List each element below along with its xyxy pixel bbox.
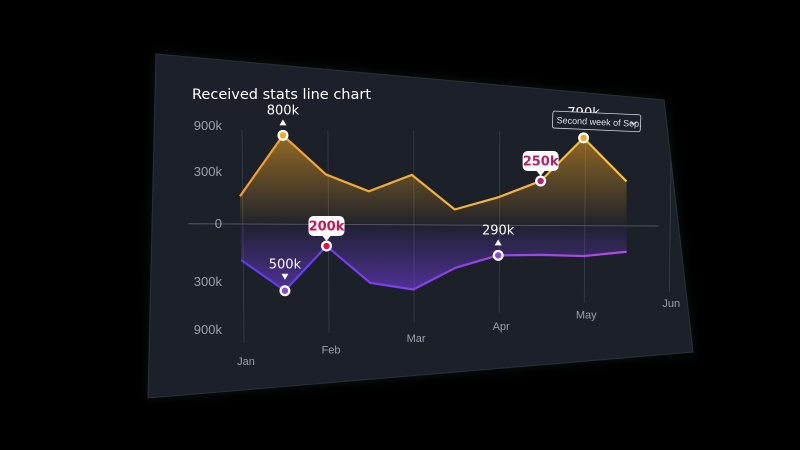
y-tick-label: 300k — [194, 274, 223, 289]
x-tick-label-feb: Feb — [322, 344, 341, 356]
value-label-800k: 800k — [267, 103, 300, 118]
period-select-box[interactable] — [551, 110, 642, 133]
x-tick-label-may: May — [576, 310, 597, 322]
y-tick-label: 900k — [194, 322, 223, 337]
data-marker-dot-500k — [281, 287, 289, 294]
chart-title: Received stats line chart — [192, 87, 371, 103]
data-marker-dot-290k — [494, 252, 502, 259]
series-1-area — [240, 135, 627, 226]
value-label-290k: 290k — [482, 223, 515, 238]
x-tick-label-jan: Jan — [237, 356, 255, 368]
x-tick-label-mar: Mar — [407, 333, 426, 345]
value-label-250k: 250k — [523, 155, 559, 170]
y-tick-label: 900k — [194, 118, 223, 133]
arrow-up-icon — [494, 239, 502, 246]
x-tick-label-apr: Apr — [493, 321, 510, 333]
plot-area — [188, 129, 672, 344]
value-pill-250k — [522, 151, 559, 172]
y-tick-label: 0 — [215, 216, 222, 231]
value-label-500k: 500k — [269, 258, 302, 273]
y-tick-label: 300k — [194, 164, 223, 179]
data-marker-dot-790k — [580, 134, 587, 142]
arrow-down-icon — [281, 273, 289, 280]
overlay-layer: 900k 300k 0 300k 900k Jan Feb Mar Apr May Jun 800k 2… — [194, 103, 680, 368]
series-1-line — [239, 134, 628, 211]
data-marker-dot-800k — [279, 132, 287, 139]
data-marker-dot-200k — [323, 242, 330, 250]
value-pill-pointer — [536, 171, 545, 177]
value-label-200k: 200k — [309, 220, 345, 235]
series-2-area — [240, 224, 627, 291]
arrow-up-icon — [279, 119, 287, 126]
value-pill-200k — [308, 216, 345, 237]
period-select-value: Second week of Sep. — [556, 115, 641, 129]
x-tick-label-jun: Jun — [662, 298, 680, 310]
series-2-line — [240, 244, 627, 292]
value-pill-pointer — [322, 236, 331, 242]
chevron-down-icon — [630, 121, 637, 126]
period-select[interactable]: Second week of Sep. — [551, 110, 642, 133]
data-marker-dot-250k — [537, 177, 544, 185]
